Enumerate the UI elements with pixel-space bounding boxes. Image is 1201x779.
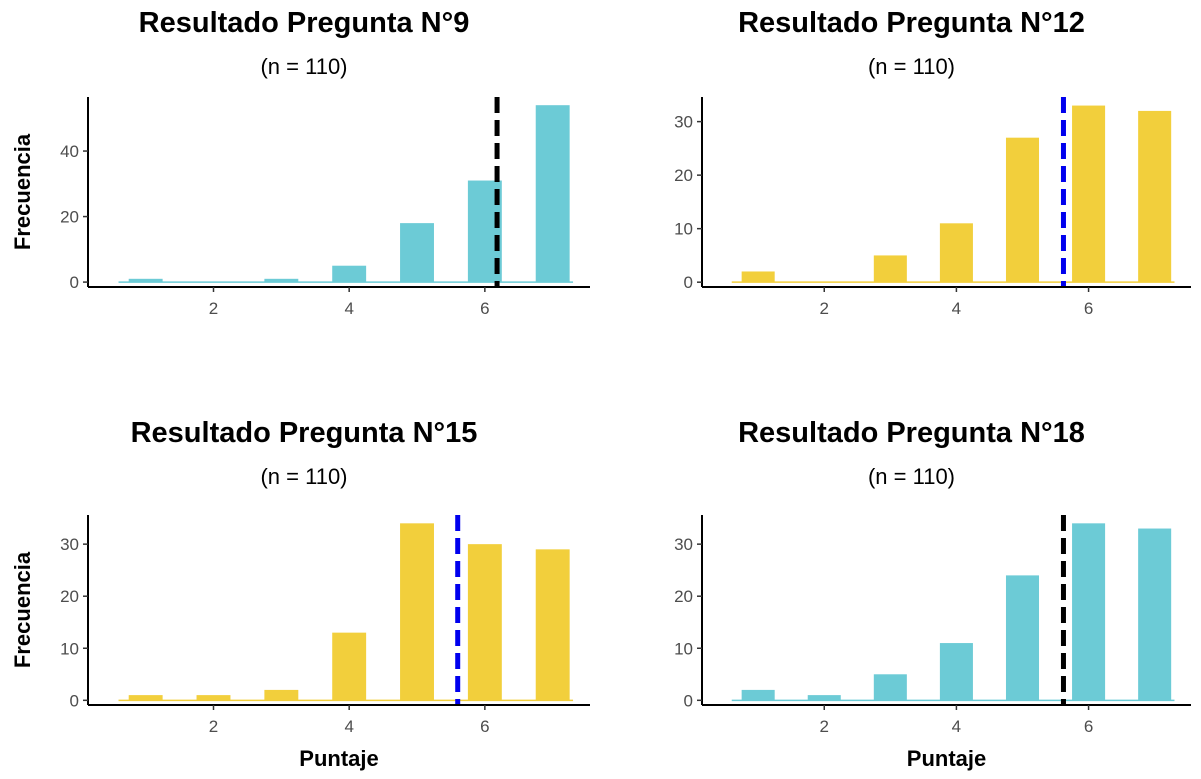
bar-1	[128, 695, 163, 701]
x-tick-label: 4	[344, 299, 353, 318]
bar-2	[196, 695, 231, 701]
x-tick-label: 2	[209, 299, 218, 318]
bar-4	[332, 632, 367, 701]
x-axis-label: Puntaje	[299, 746, 378, 771]
y-tick-label: 0	[70, 273, 79, 292]
bar-7	[1138, 110, 1172, 283]
chart-panel-3: Resultado Pregunta N°15 (n = 110) 0 10 20 30 2…	[0, 389, 600, 778]
chart-subtitle: (n = 110)	[868, 464, 955, 489]
y-tick-label: 20	[60, 208, 79, 227]
bar-2	[807, 695, 841, 701]
chart-subtitle: (n = 110)	[868, 54, 955, 79]
chart-panel-4: Resultado Pregunta N°18 (n = 110) 0 10 20 30 2…	[601, 389, 1201, 778]
bar-6	[1072, 523, 1106, 701]
bar-5	[1005, 575, 1040, 701]
y-tick-label: 40	[60, 142, 79, 161]
bar-1	[128, 278, 163, 283]
chart-svg: Resultado Pregunta N°12 (n = 110) 0 10 20 30 2…	[674, 7, 1191, 318]
y-tick-label: 30	[674, 535, 693, 554]
bar-4	[332, 265, 367, 283]
x-tick-label: 6	[480, 717, 489, 736]
bar-7	[535, 105, 570, 283]
y-tick-label: 10	[674, 220, 693, 239]
y-tick-label: 0	[70, 691, 79, 710]
y-tick-label: 20	[674, 166, 693, 185]
bar-7	[535, 549, 570, 701]
bar-5	[400, 223, 434, 283]
bar-3	[264, 278, 299, 283]
x-tick-label: 2	[209, 717, 218, 736]
y-tick-label: 0	[684, 691, 693, 710]
bar-7	[1138, 528, 1172, 701]
x-tick-label: 2	[820, 299, 829, 318]
chart-panel-2: Resultado Pregunta N°12 (n = 110) 0 10 20 30 2…	[601, 0, 1201, 389]
chart-panel-1: Resultado Pregunta N°9 (n = 110) 0 20 40 2 4 6 F…	[0, 0, 600, 389]
x-tick-label: 4	[952, 717, 961, 736]
chart-title: Resultado Pregunta N°12	[738, 7, 1085, 39]
y-tick-label: 20	[60, 587, 79, 606]
x-tick-label: 4	[344, 717, 353, 736]
chart-subtitle: (n = 110)	[260, 54, 347, 79]
bar-6	[1072, 105, 1106, 283]
bar-5	[400, 523, 434, 701]
chart-title: Resultado Pregunta N°9	[139, 7, 470, 39]
y-tick-label: 10	[674, 639, 693, 658]
bar-6	[467, 544, 502, 701]
bar-3	[873, 255, 907, 283]
x-tick-label: 6	[1084, 717, 1093, 736]
y-axis-label: Frecuencia	[10, 551, 35, 668]
chart-svg: Resultado Pregunta N°9 (n = 110) 0 20 40 2 4 6 F…	[10, 7, 590, 318]
x-tick-label: 4	[952, 299, 961, 318]
x-tick-label: 2	[820, 717, 829, 736]
y-tick-label: 30	[674, 113, 693, 132]
bar-3	[264, 689, 299, 701]
y-tick-label: 20	[674, 587, 693, 606]
bar-1	[741, 271, 775, 283]
chart-title: Resultado Pregunta N°18	[738, 417, 1085, 449]
chart-subtitle: (n = 110)	[260, 464, 347, 489]
chart-title: Resultado Pregunta N°15	[131, 417, 478, 449]
bar-1	[741, 689, 775, 701]
x-axis-label: Puntaje	[907, 746, 986, 771]
bar-5	[1005, 137, 1040, 283]
chart-svg: Resultado Pregunta N°18 (n = 110) 0 10 20 30 2…	[674, 417, 1191, 771]
chart-svg: Resultado Pregunta N°15 (n = 110) 0 10 20 30 2…	[10, 417, 590, 771]
y-tick-label: 0	[684, 273, 693, 292]
y-tick-label: 10	[60, 639, 79, 658]
bar-4	[939, 643, 973, 701]
y-tick-label: 30	[60, 535, 79, 554]
x-tick-label: 6	[480, 299, 489, 318]
x-tick-label: 6	[1084, 299, 1093, 318]
bar-3	[873, 674, 907, 701]
bar-4	[939, 223, 973, 283]
y-axis-label: Frecuencia	[10, 133, 35, 250]
